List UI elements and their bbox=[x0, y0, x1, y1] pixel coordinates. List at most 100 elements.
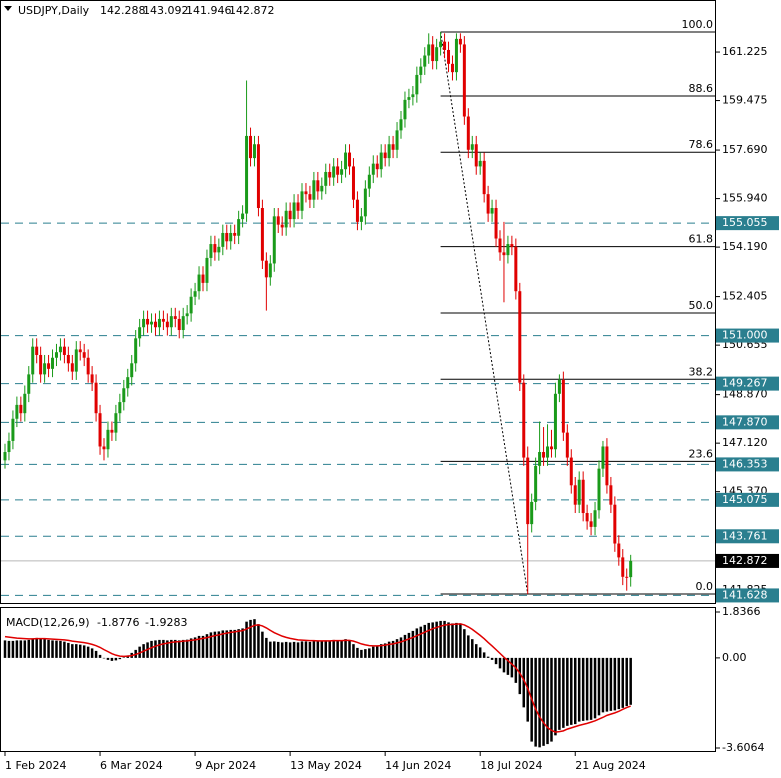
level-label: 145.075 bbox=[722, 493, 768, 506]
candle-body bbox=[86, 357, 90, 375]
macd-bar bbox=[78, 644, 82, 658]
level-label-box bbox=[716, 376, 779, 391]
candle-body bbox=[134, 338, 138, 364]
candle-body bbox=[201, 274, 205, 283]
macd-bar bbox=[237, 629, 240, 658]
y-tick-label: 159.475 bbox=[722, 94, 768, 107]
candle-body bbox=[98, 413, 102, 447]
candle-body bbox=[284, 210, 288, 228]
candle-body bbox=[62, 346, 66, 355]
candle-body bbox=[157, 318, 161, 328]
candle-body bbox=[54, 352, 58, 358]
macd-bar bbox=[451, 623, 454, 658]
candle-body bbox=[308, 194, 312, 200]
candle-body bbox=[490, 208, 494, 214]
candle-body bbox=[498, 238, 502, 253]
macd-bar bbox=[435, 621, 438, 658]
candle-body bbox=[340, 169, 344, 175]
candle-body bbox=[324, 171, 328, 186]
macd-bar bbox=[39, 638, 42, 658]
macd-bar bbox=[629, 657, 632, 705]
candle-body bbox=[27, 374, 31, 394]
macd-bar bbox=[43, 639, 46, 658]
candle-body bbox=[367, 174, 371, 189]
macd-bar bbox=[241, 628, 244, 658]
candle-body bbox=[245, 135, 249, 214]
macd-bar bbox=[269, 641, 272, 658]
fib-label: 50.0 bbox=[689, 299, 714, 312]
candle-body bbox=[58, 346, 62, 353]
high-value: 143.092 bbox=[143, 4, 189, 17]
level-label: 149.267 bbox=[722, 377, 768, 390]
level-label: 151.000 bbox=[722, 329, 768, 342]
macd-bar bbox=[276, 641, 280, 658]
level-label-box bbox=[716, 457, 779, 472]
macd-bar bbox=[185, 639, 189, 658]
fib-label: 100.0 bbox=[682, 18, 714, 31]
candle-body bbox=[43, 363, 47, 375]
candle-body bbox=[629, 560, 633, 578]
macd-bar bbox=[47, 639, 50, 658]
macd-bar bbox=[245, 621, 248, 658]
y-tick-label: 155.940 bbox=[722, 192, 768, 205]
macd-bar bbox=[221, 630, 225, 658]
macd-bar bbox=[502, 657, 506, 673]
level-label: 141.628 bbox=[722, 588, 768, 601]
candle-body bbox=[15, 404, 19, 419]
macd-bar bbox=[67, 642, 70, 658]
candle-body bbox=[272, 216, 276, 264]
macd-bar bbox=[189, 638, 193, 658]
macd-bar bbox=[621, 657, 625, 708]
macd-bar bbox=[585, 657, 589, 721]
candle-body bbox=[47, 363, 51, 369]
macd-bar bbox=[427, 622, 430, 658]
macd-bar bbox=[114, 657, 118, 661]
candle-body bbox=[478, 160, 482, 167]
candle-body bbox=[94, 382, 98, 414]
candle-body bbox=[482, 160, 486, 195]
macd-bar bbox=[110, 657, 114, 661]
candle-body bbox=[118, 402, 122, 414]
macd-bar bbox=[601, 657, 605, 713]
plot-area: 100.0 88.6 78.6 61.8 50.0 38.2 23.6 0.0 bbox=[1, 18, 715, 748]
macd-bar bbox=[482, 652, 486, 658]
macd-bar bbox=[356, 647, 359, 658]
candle-body bbox=[185, 313, 189, 317]
open-value: 142.288 bbox=[100, 4, 146, 17]
candle-body bbox=[197, 274, 201, 292]
candle-body bbox=[526, 457, 530, 525]
candle-body bbox=[169, 316, 173, 328]
candle-body bbox=[506, 244, 510, 256]
macd-bar bbox=[197, 635, 201, 658]
macd-bar bbox=[447, 622, 450, 658]
macd-bar bbox=[463, 629, 466, 658]
candle-body bbox=[130, 363, 134, 378]
candle-body bbox=[387, 144, 391, 159]
macd-bar bbox=[213, 631, 217, 658]
macd-bar bbox=[181, 639, 185, 658]
macd-bar bbox=[63, 641, 66, 658]
chart-title: USDJPY,Daily bbox=[18, 4, 90, 17]
macd-bar bbox=[577, 657, 581, 722]
macd-bar bbox=[368, 648, 371, 658]
candle-body bbox=[454, 38, 458, 73]
macd-bar bbox=[320, 641, 324, 658]
candle-body bbox=[225, 232, 229, 242]
macd-bar bbox=[573, 657, 577, 725]
level-label-box bbox=[716, 588, 779, 603]
candle-body bbox=[264, 260, 268, 278]
macd-bar bbox=[581, 657, 585, 721]
macd-bar bbox=[613, 657, 617, 711]
macd-bar bbox=[514, 657, 518, 683]
macd-bar bbox=[162, 639, 165, 658]
candle-body bbox=[304, 191, 308, 195]
candle-body bbox=[51, 357, 55, 369]
candle-body bbox=[419, 66, 423, 75]
candle-body bbox=[161, 318, 165, 322]
candle-body bbox=[181, 316, 185, 331]
macd-bar bbox=[82, 645, 86, 658]
macd-bar bbox=[407, 632, 411, 658]
menu-triangle[interactable] bbox=[4, 6, 12, 11]
candle-body bbox=[344, 152, 348, 170]
